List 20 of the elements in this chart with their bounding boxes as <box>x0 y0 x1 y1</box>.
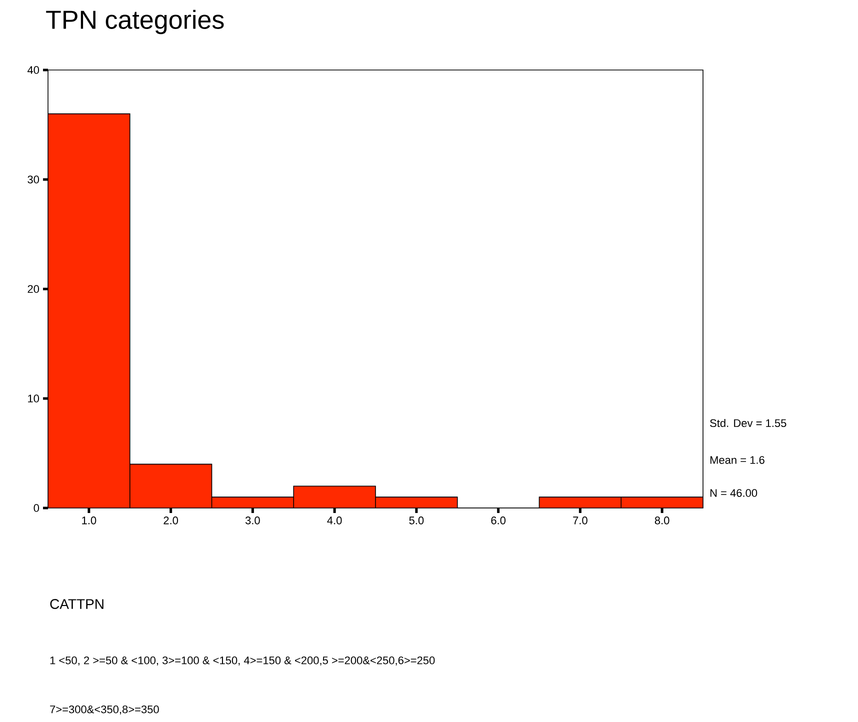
text: Mean = 1.6 <box>710 456 764 464</box>
text: N = 46.00 <box>710 489 758 497</box>
text: 1 <50, 2 >=50 & <100, 3>=100 & <150, 4>=150 & <200,5 >=200&<250,6>=250 <box>50 656 435 666</box>
text: Std. Dev = 1.55 <box>710 418 786 428</box>
x-tick-label: 3.0 <box>245 516 260 524</box>
x-tick-label: 2.0 <box>164 516 178 524</box>
x-tick-label: 8.0 <box>654 516 670 524</box>
y-tick-label: 10 <box>28 394 40 402</box>
x-tick-label: 7.0 <box>573 516 588 524</box>
y-tick-label: 0 <box>34 504 40 512</box>
chart-title: TPN categories <box>46 10 224 34</box>
y-tick-label: 20 <box>28 285 40 293</box>
text: CATTPN <box>50 599 104 609</box>
x-tick-label: 6.0 <box>491 516 506 524</box>
x-tick-label: 1.0 <box>82 516 96 524</box>
y-tick-label: 30 <box>28 176 40 184</box>
text: 7>=300&<350,8>=350 <box>50 705 159 715</box>
x-tick-label: 4.0 <box>327 516 342 524</box>
x-tick-label: 5.0 <box>409 516 424 524</box>
y-tick-label: 40 <box>27 66 40 74</box>
